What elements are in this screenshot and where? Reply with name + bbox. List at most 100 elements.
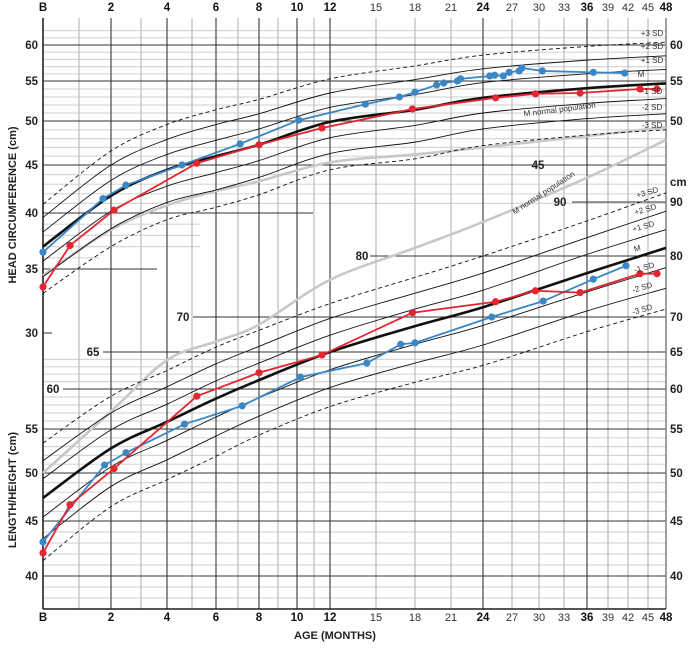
patient-series: [39, 64, 661, 557]
y-tick-label: 55: [25, 76, 38, 88]
data-point: [39, 248, 47, 256]
top-x-tick-label: 24: [477, 2, 490, 14]
sd-curve-1sd: [42, 98, 667, 262]
sd-curve-label: -2 SD: [642, 103, 663, 112]
y-tick-label: 50: [670, 468, 683, 480]
bottom-x-tick-label: B: [39, 612, 47, 624]
data-point: [621, 69, 629, 77]
top-x-tick-label: B: [39, 2, 47, 14]
sd-curve-3sd: [42, 41, 667, 205]
normal-population-label: M normal population: [523, 101, 596, 119]
data-point: [589, 275, 597, 283]
inner-value-label: 70: [177, 312, 190, 324]
y-tick-label: 40: [25, 208, 38, 220]
data-point: [180, 420, 189, 428]
data-point: [238, 402, 246, 410]
y-tick-label: 50: [670, 116, 683, 128]
y-tick-label: 40: [25, 571, 38, 583]
bottom-x-tick-label: 8: [256, 612, 263, 624]
data-point: [531, 90, 540, 98]
data-point: [110, 206, 118, 214]
normal-population-curve: [42, 125, 667, 277]
y-tick-label: 65: [670, 347, 683, 359]
data-point: [440, 79, 448, 87]
top-x-tick-label: 42: [622, 2, 634, 14]
sd-curve-label: M: [633, 243, 642, 254]
labels: M normal population +3 SD +2 SD +1 SD M -1 SD…: [25, 2, 686, 624]
sd-curve-m: [42, 246, 667, 500]
data-point: [653, 85, 661, 93]
length-y-axis-title: LENGTH/HEIGHT (cm): [7, 432, 19, 548]
y-tick-label: cm: [670, 177, 687, 189]
top-x-tick-label: 2: [108, 2, 114, 14]
bottom-x-tick-label: 39: [602, 612, 614, 624]
y-tick-label: 45: [670, 516, 683, 528]
data-point: [411, 88, 419, 96]
data-point: [193, 159, 201, 167]
data-point: [66, 241, 74, 250]
inner-value-label: 60: [47, 384, 60, 396]
data-point: [576, 89, 584, 97]
data-point: [193, 392, 201, 400]
y-tick-label: 80: [670, 251, 683, 263]
data-point: [101, 461, 109, 469]
data-point: [636, 85, 644, 93]
data-point: [295, 116, 303, 124]
data-point: [39, 549, 47, 557]
top-x-tick-label: 21: [445, 2, 457, 14]
data-point: [576, 289, 584, 297]
bottom-x-tick-label: 12: [324, 612, 337, 624]
y-tick-label: 55: [670, 76, 683, 88]
sd-curve-2sd: [42, 113, 667, 278]
data-point: [411, 339, 419, 347]
sd-curve-2sd: [42, 210, 667, 462]
sd-curve-3sd: [42, 192, 667, 444]
data-point: [39, 283, 47, 291]
sd-curve-1sd: [42, 229, 667, 480]
top-x-tick-label: 33: [558, 2, 570, 14]
bottom-x-tick-label: 48: [660, 612, 673, 624]
sd-curve-label: -3 SD: [642, 121, 663, 130]
top-x-tick-label: 15: [370, 2, 382, 14]
y-tick-label: 50: [25, 468, 38, 480]
data-point: [433, 81, 441, 89]
y-tick-label: 55: [670, 424, 683, 436]
data-point: [488, 313, 496, 321]
data-point: [408, 105, 416, 113]
data-point: [363, 359, 371, 367]
patient-series-line: [42, 88, 657, 288]
bottom-x-tick-label: 4: [164, 612, 171, 624]
data-point: [499, 72, 507, 80]
top-x-tick-label: 36: [581, 2, 594, 14]
data-point: [491, 298, 500, 306]
data-point: [397, 340, 405, 348]
data-point: [491, 71, 499, 79]
data-point: [99, 195, 107, 203]
x-axis-title: AGE (MONTHS): [294, 630, 376, 642]
data-point: [622, 262, 630, 270]
sd-curve-2sd: [42, 55, 667, 218]
bottom-x-tick-label: 2: [108, 612, 114, 624]
bottom-x-tick-label: 24: [477, 612, 490, 624]
inner-value-label: 80: [356, 251, 369, 263]
sd-curve-label: -3 SD: [631, 302, 653, 316]
data-point: [39, 538, 47, 546]
data-point: [518, 64, 526, 72]
y-tick-label: 45: [25, 160, 38, 172]
top-x-tick-label: 45: [642, 2, 654, 14]
data-point: [318, 124, 326, 132]
bottom-x-tick-label: 45: [642, 612, 654, 624]
data-point: [110, 465, 118, 473]
data-point: [457, 75, 465, 83]
sd-curve-label: +3 SD: [641, 29, 664, 38]
data-point: [178, 161, 186, 169]
head-y-axis-title: HEAD CIRCUMFERENCE (cm): [7, 126, 19, 283]
top-x-tick-label: 8: [256, 2, 263, 14]
inner-value-label: 65: [87, 347, 100, 359]
y-tick-label: 70: [670, 312, 683, 324]
sd-curve-label: +1 SD: [641, 56, 664, 65]
y-tick-label: 60: [670, 384, 683, 396]
data-point: [539, 297, 547, 305]
bottom-x-tick-label: 33: [558, 612, 570, 624]
